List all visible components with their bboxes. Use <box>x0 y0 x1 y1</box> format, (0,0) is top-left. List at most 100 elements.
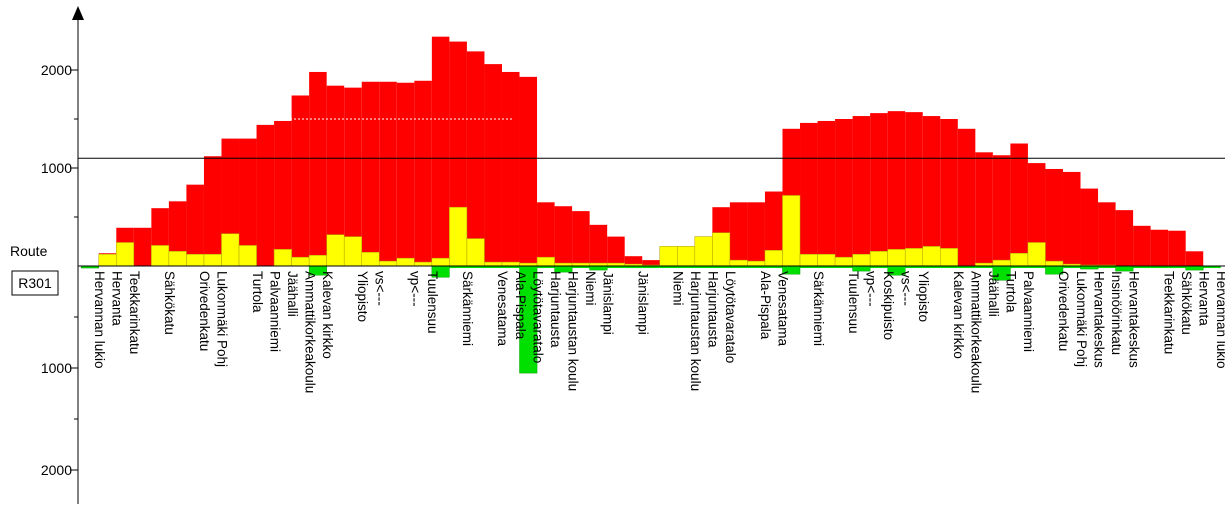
load-bar <box>624 256 643 266</box>
boarding-bar <box>1027 242 1046 267</box>
boarding-bar <box>414 261 433 267</box>
alighting-bar <box>501 266 520 269</box>
boarding-bar <box>694 236 713 267</box>
alighting-bar <box>800 266 818 269</box>
alighting-bar <box>642 266 660 269</box>
load-bar <box>835 119 853 266</box>
boarding-bar <box>922 246 941 267</box>
stop-label: Hervantakeskus <box>1091 271 1106 368</box>
lines-layer <box>78 118 1225 267</box>
boarding-bar <box>168 251 187 267</box>
stop-label: Orivedenkatu <box>197 271 212 351</box>
stop-label: Hervanta <box>110 271 125 326</box>
load-bar <box>186 184 204 266</box>
load-bar <box>852 116 871 266</box>
alighting-bar <box>1203 266 1221 269</box>
stop-label: Kalevan kirkko <box>951 271 966 359</box>
boarding-bar <box>343 236 362 267</box>
stop-label: Harjuntausta <box>706 271 721 348</box>
alighting-bar <box>729 266 748 269</box>
boarding-bar <box>677 246 696 267</box>
boarding-bar <box>273 249 292 267</box>
stop-label: Tuulensuu <box>846 271 861 334</box>
stop-label: vs<--- <box>898 271 913 306</box>
load-bar <box>870 113 888 267</box>
stop-label: vs<--- <box>373 271 388 306</box>
stop-label: Lukonmäki Pohj <box>1074 271 1089 367</box>
boarding-bar <box>712 232 731 267</box>
stop-label: Venesatama <box>776 271 791 347</box>
load-bar <box>589 224 608 266</box>
load-bar <box>431 36 450 267</box>
stop-label: Hervanta <box>1196 271 1211 326</box>
bars-layer <box>80 36 1221 374</box>
alighting-bar <box>449 266 467 269</box>
route-id: R301 <box>18 275 52 291</box>
stop-label: Sähkökatu <box>162 271 177 335</box>
stop-label: Hervantakeskus <box>1126 271 1141 368</box>
load-bar <box>326 85 345 267</box>
alighting-bar <box>922 266 941 269</box>
load-bar <box>239 138 257 266</box>
alighting-bar <box>764 266 783 269</box>
boarding-bar <box>834 256 853 267</box>
load-bar <box>1133 225 1151 266</box>
boarding-bar <box>484 261 503 267</box>
stop-label: Harjuntaustan koulu <box>688 271 703 391</box>
stop-label: Harjuntaustan koulu <box>565 271 580 391</box>
boarding-bar <box>116 242 135 267</box>
load-bar <box>1080 188 1099 266</box>
y-tick-label: 1000 <box>41 160 72 176</box>
boarding-bar <box>887 249 906 267</box>
boarding-bar <box>992 259 1011 267</box>
alighting-bar <box>624 266 643 269</box>
load-bar <box>396 82 415 267</box>
load-bar <box>1062 171 1081 266</box>
stop-label: Turtola <box>250 271 265 313</box>
alighting-bar <box>870 266 888 269</box>
boarding-bar <box>799 253 818 267</box>
load-bar <box>256 124 275 266</box>
load-bar <box>361 81 380 266</box>
stop-label: Sähkökatu <box>1179 271 1194 335</box>
alighting-bar <box>1098 266 1116 269</box>
load-bar <box>747 202 765 266</box>
load-bar <box>1150 229 1169 266</box>
boarding-bar <box>326 234 345 267</box>
alighting-bar <box>712 266 730 269</box>
load-bar <box>887 111 906 266</box>
stop-label: Ala-Pispala <box>758 271 773 340</box>
stop-label: vp<--- <box>408 271 423 307</box>
load-bar <box>905 112 923 266</box>
alighting-bar <box>940 266 958 269</box>
boarding-bar <box>396 257 415 267</box>
boarding-bar <box>238 245 257 267</box>
boarding-bar <box>186 253 205 267</box>
load-bar <box>764 191 783 266</box>
stop-label: Palvaanniemi <box>1021 271 1036 352</box>
load-bar <box>203 156 222 266</box>
boarding-bar <box>729 259 748 267</box>
boarding-bar <box>1045 260 1064 267</box>
load-bar <box>1185 251 1204 266</box>
stop-label: Orivedenkatu <box>1056 271 1071 351</box>
load-bar <box>344 87 362 266</box>
boarding-bar <box>747 260 766 267</box>
boarding-bar <box>852 253 871 267</box>
stop-label: Kalevan kirkko <box>320 271 335 359</box>
load-bar <box>607 236 625 266</box>
alighting-bar <box>484 266 502 269</box>
load-bar <box>414 80 432 266</box>
stop-label: Venesatama <box>495 271 510 347</box>
load-bar <box>379 81 397 266</box>
load-bar <box>729 202 748 266</box>
boarding-bar <box>817 253 836 267</box>
load-bar <box>519 76 538 266</box>
stop-label: vp<--- <box>863 271 878 307</box>
load-bar <box>309 71 327 267</box>
labels-layer: Hervannan lukio Hervanta Teekkarinkatu Sähk… <box>92 271 1225 393</box>
load-bar <box>975 152 993 266</box>
boarding-bar <box>782 195 801 267</box>
